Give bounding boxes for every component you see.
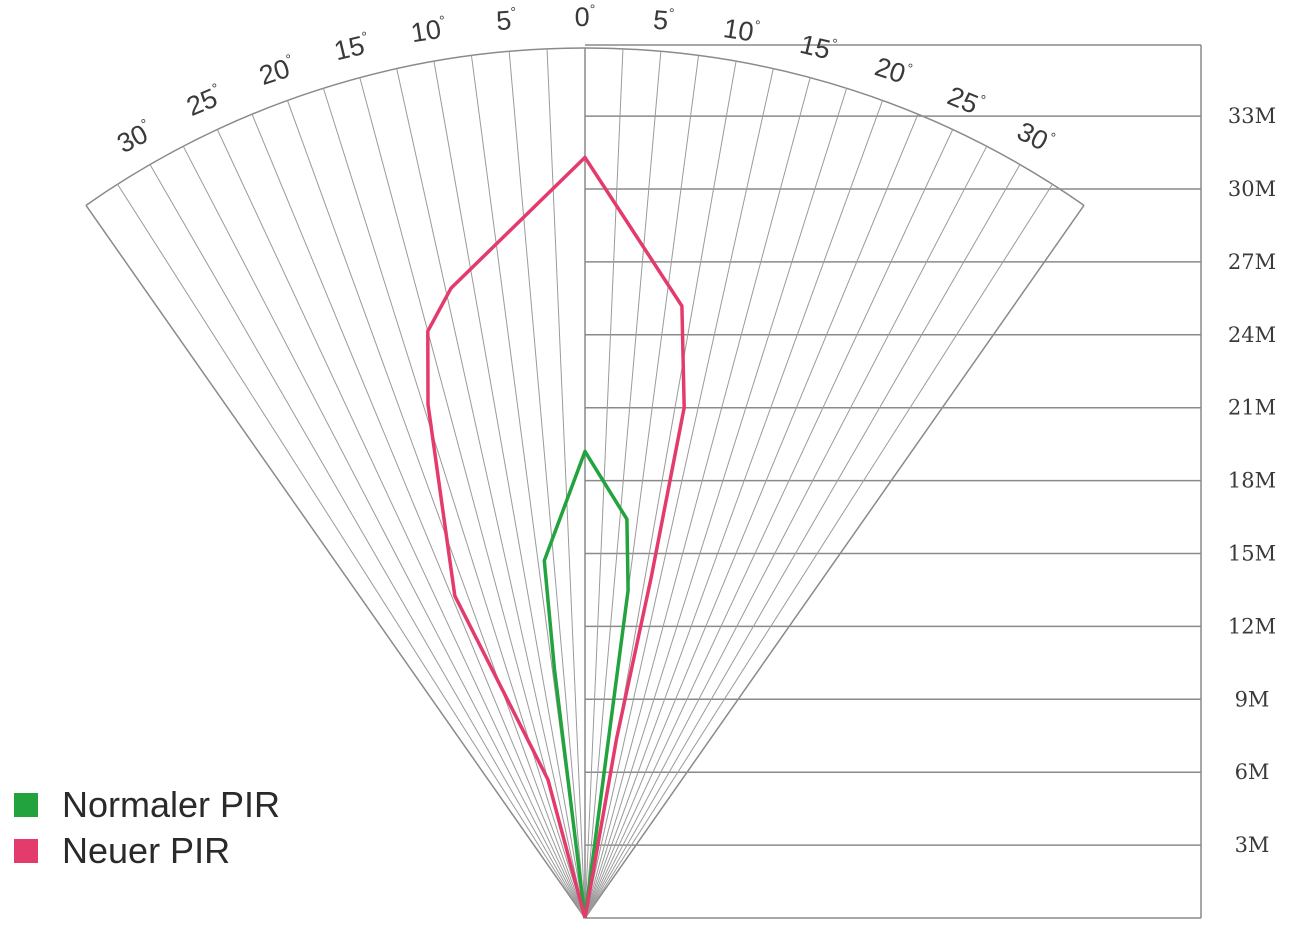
radial-line — [584, 183, 1053, 919]
radial-line — [584, 114, 919, 919]
distance-label: 3M — [1235, 833, 1270, 857]
distance-label: 21M — [1228, 396, 1276, 420]
radial-line — [584, 88, 848, 919]
radial-line — [584, 77, 811, 919]
radial-line — [584, 68, 774, 919]
angle-label: 5° — [495, 4, 518, 37]
radial-line — [584, 51, 662, 919]
angle-label: 10° — [409, 12, 449, 48]
angle-label: 5° — [652, 4, 675, 37]
legend-item-new: Neuer PIR — [14, 828, 280, 874]
radial-line — [117, 183, 586, 919]
angle-label: 30° — [112, 115, 158, 159]
angle-label: 20° — [255, 51, 298, 92]
chart-series — [426, 155, 686, 919]
angle-label: 15° — [331, 28, 373, 66]
legend-item-normal: Normaler PIR — [14, 782, 280, 828]
legend-swatch-normal — [14, 793, 38, 817]
distance-label: 24M — [1228, 323, 1276, 347]
radial-line — [149, 164, 586, 919]
fan-edge-right — [584, 204, 1085, 919]
distance-label: 27M — [1228, 250, 1276, 274]
fan-edge-left — [85, 204, 586, 919]
legend: Normaler PIR Neuer PIR — [14, 782, 280, 874]
angle-label: 20° — [871, 51, 914, 92]
series-line-0 — [542, 449, 630, 919]
legend-label-normal: Normaler PIR — [62, 784, 281, 825]
legend-swatch-new — [14, 839, 38, 863]
radial-line — [433, 61, 586, 919]
distance-label: 30M — [1228, 177, 1276, 201]
radial-line — [508, 51, 586, 919]
radial-line — [584, 100, 884, 919]
angle-label: 10° — [721, 12, 761, 48]
radial-line — [182, 146, 586, 919]
radial-line — [584, 146, 988, 919]
distance-label: 6M — [1235, 760, 1270, 784]
radial-line — [584, 129, 954, 919]
legend-label-new: Neuer PIR — [62, 830, 231, 871]
radial-line — [396, 68, 586, 919]
radial-line — [322, 88, 586, 919]
distance-label: 33M — [1228, 104, 1276, 128]
distance-label: 9M — [1235, 687, 1270, 711]
chart-grid — [85, 44, 1202, 919]
radial-line — [251, 114, 586, 919]
radial-line — [286, 100, 586, 919]
radial-line — [216, 129, 586, 919]
radial-line — [584, 164, 1021, 919]
series-line-1 — [426, 155, 686, 919]
angle-label: 30° — [1012, 115, 1058, 159]
distance-label: 18M — [1228, 469, 1276, 493]
distance-label: 12M — [1228, 614, 1276, 638]
angle-label: 15° — [797, 28, 839, 66]
angle-label: 25° — [182, 80, 227, 122]
angle-label: 0° — [575, 1, 596, 32]
distance-label: 15M — [1228, 542, 1276, 566]
radial-line — [546, 48, 586, 919]
